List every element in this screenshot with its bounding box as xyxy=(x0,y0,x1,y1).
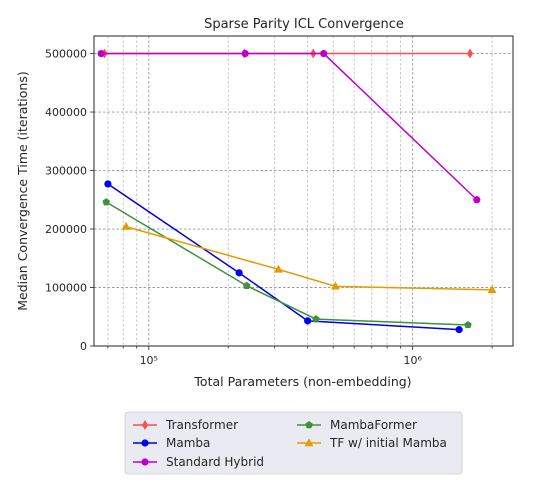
series-tf-w-initial-mamba xyxy=(121,221,497,294)
data-point-tf-w-initial-mamba xyxy=(274,264,283,273)
data-point-tf-w-initial-mamba xyxy=(331,281,340,290)
legend-box xyxy=(124,411,463,475)
y-axis-label: Median Convergence Time (iterations) xyxy=(15,71,30,310)
legend-item-tf-w-initial-mamba: TF w/ initial Mamba xyxy=(297,436,447,450)
data-point-standard-hybrid xyxy=(473,196,481,204)
legend-swatch-marker xyxy=(305,421,313,429)
series-layer xyxy=(97,48,497,334)
legend-label: TF w/ initial Mamba xyxy=(329,436,447,450)
y-tick-label: 100000 xyxy=(45,282,87,295)
x-tick-label: 10⁶ xyxy=(403,354,422,367)
data-point-mambaformer xyxy=(464,320,472,329)
grid xyxy=(94,36,513,347)
data-point-mambaformer xyxy=(102,198,111,206)
data-point-tf-w-initial-mamba xyxy=(487,285,497,294)
legend-item-standard-hybrid: Standard Hybrid xyxy=(133,455,264,469)
data-point-mamba xyxy=(104,180,112,188)
x-axis-label: Total Parameters (non-embedding) xyxy=(193,374,411,389)
legend-swatch-marker xyxy=(141,458,149,466)
data-point-standard-hybrid xyxy=(97,49,105,58)
y-tick-label: 200000 xyxy=(45,223,87,236)
data-point-mamba xyxy=(235,269,243,277)
legend-item-mambaformer: MambaFormer xyxy=(297,418,417,432)
x-tick-label: 10⁵ xyxy=(140,354,158,367)
series-line-tf-w-initial-mamba xyxy=(125,225,493,291)
series-line-standard-hybrid xyxy=(101,52,478,201)
axis-ticks: 0 100000 200000 300000 400000 500000 10⁵ 10⁶ xyxy=(45,48,493,367)
legend-label: Transformer xyxy=(165,418,238,432)
legend-swatch-marker xyxy=(304,438,314,447)
data-point-mambaformer xyxy=(242,281,251,289)
y-tick-label: 300000 xyxy=(45,165,87,178)
y-tick-label: 500000 xyxy=(45,48,87,61)
legend-label: MambaFormer xyxy=(330,418,417,432)
legend: Transformer Mamba Standard Hybrid MambaForm… xyxy=(124,411,463,475)
data-point-transformer xyxy=(467,48,474,59)
series-mambaformer xyxy=(102,198,472,329)
legend-item-mamba: Mamba xyxy=(133,436,210,450)
legend-label: Standard Hybrid xyxy=(166,455,264,469)
data-point-mambaformer xyxy=(312,315,320,323)
legend-swatch-marker xyxy=(141,439,149,447)
plot-frame xyxy=(93,35,514,347)
y-tick-label: 400000 xyxy=(45,106,87,119)
data-point-mamba xyxy=(304,317,312,325)
series-standard-hybrid xyxy=(97,49,481,204)
data-point-mamba xyxy=(455,326,463,334)
legend-swatch-marker xyxy=(142,420,148,430)
series-line-mambaformer xyxy=(105,201,468,326)
data-point-standard-hybrid xyxy=(241,49,249,58)
series-line-mamba xyxy=(107,183,460,331)
legend-label: Mamba xyxy=(166,436,210,450)
data-point-standard-hybrid xyxy=(320,49,328,58)
chart-title: Sparse Parity ICL Convergence xyxy=(204,17,404,32)
y-tick-label: 0 xyxy=(80,340,87,353)
series-mamba xyxy=(104,180,463,334)
data-point-tf-w-initial-mamba xyxy=(121,221,131,230)
legend-item-transformer: Transformer xyxy=(133,418,238,432)
